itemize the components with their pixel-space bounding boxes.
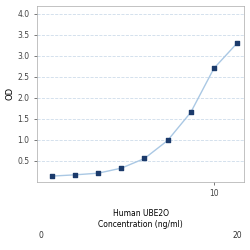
Point: [189, 110, 193, 114]
Point: [166, 138, 170, 142]
Point: [96, 171, 100, 175]
Point: [142, 156, 146, 160]
Point: [212, 66, 216, 70]
Point: [119, 166, 123, 170]
X-axis label: Human UBE2O
Concentration (ng/ml): Human UBE2O Concentration (ng/ml): [98, 209, 183, 229]
Point: [235, 41, 239, 45]
Point: [73, 173, 77, 177]
Y-axis label: OD: OD: [6, 87, 15, 100]
Text: 0: 0: [38, 231, 43, 240]
Text: 20: 20: [232, 231, 242, 240]
Point: [50, 174, 54, 178]
